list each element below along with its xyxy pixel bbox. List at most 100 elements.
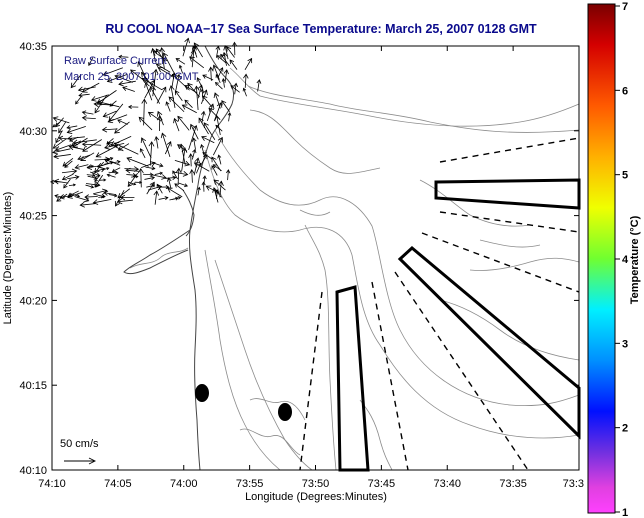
current-vector bbox=[191, 49, 195, 68]
current-vector bbox=[174, 160, 190, 166]
current-vector-head bbox=[168, 96, 175, 103]
current-vector bbox=[104, 161, 114, 165]
current-vector-head bbox=[175, 73, 182, 80]
colorbar-tick-label: 7 bbox=[622, 1, 628, 13]
current-vector bbox=[158, 197, 168, 200]
current-vector bbox=[117, 119, 128, 125]
current-vector-head bbox=[114, 170, 119, 175]
current-vector-head bbox=[177, 196, 182, 200]
current-vector-head bbox=[226, 46, 232, 52]
colorbar-tick-label: 2 bbox=[622, 423, 628, 435]
current-vector bbox=[206, 185, 221, 195]
current-vector bbox=[211, 156, 222, 172]
current-vector bbox=[217, 67, 223, 78]
current-vector-head bbox=[200, 143, 205, 149]
current-vector-head bbox=[174, 183, 179, 188]
current-vector bbox=[108, 103, 124, 122]
colorbar-tick-label: 5 bbox=[622, 170, 628, 182]
current-vector-head bbox=[94, 178, 98, 183]
current-vector-head bbox=[193, 85, 200, 91]
x-axis: 74:10 74:05 74:00 73:55 73:50 73:45 73:40 73:35… bbox=[38, 46, 584, 490]
scale-label: 50 cm/s bbox=[60, 438, 99, 450]
current-vector bbox=[168, 96, 185, 113]
current-vector-head bbox=[155, 63, 162, 69]
current-vector bbox=[244, 74, 247, 88]
current-vector-head bbox=[92, 199, 99, 205]
current-vector bbox=[115, 190, 125, 207]
colorbar: 7 6 5 4 3 2 1 Temperature (°C) bbox=[587, 1, 641, 518]
current-vector bbox=[158, 67, 174, 77]
current-vector bbox=[75, 164, 89, 169]
current-vector bbox=[213, 179, 226, 191]
current-vector bbox=[86, 174, 95, 176]
current-vector-head bbox=[171, 73, 178, 80]
current-vector bbox=[93, 198, 112, 204]
current-vector-head bbox=[137, 61, 143, 67]
current-vector bbox=[203, 122, 216, 140]
current-vector-head bbox=[152, 68, 159, 75]
current-vector bbox=[243, 88, 247, 97]
current-vector-head bbox=[151, 166, 156, 171]
current-vector-head bbox=[177, 144, 182, 149]
current-vector bbox=[171, 72, 175, 88]
current-vector bbox=[184, 85, 197, 93]
current-vector-head bbox=[135, 175, 139, 179]
current-vector-head bbox=[81, 115, 87, 121]
current-vector-head bbox=[139, 148, 144, 153]
current-vector bbox=[114, 121, 130, 134]
current-vector-head bbox=[208, 107, 214, 114]
y-tick-label: 40:15 bbox=[19, 380, 47, 392]
current-vector-head bbox=[117, 146, 123, 151]
current-vector bbox=[71, 140, 82, 147]
x-tick-label: 74:00 bbox=[170, 478, 198, 490]
current-vector bbox=[216, 189, 218, 199]
current-vector-head bbox=[102, 188, 108, 195]
current-vector-head bbox=[58, 128, 63, 134]
current-vector bbox=[177, 116, 190, 131]
current-vector-head bbox=[90, 164, 94, 168]
current-vector-head bbox=[151, 184, 156, 188]
current-vector bbox=[122, 87, 135, 92]
current-vector-head bbox=[184, 183, 189, 188]
current-vector bbox=[170, 85, 176, 108]
current-vector-head bbox=[197, 186, 201, 191]
colorbar-tick-label: 4 bbox=[622, 254, 629, 266]
current-vector bbox=[145, 166, 155, 170]
current-vector bbox=[69, 146, 84, 150]
current-vector-head bbox=[184, 99, 189, 104]
current-vector-head bbox=[192, 124, 198, 131]
current-vector bbox=[87, 175, 97, 179]
current-vector-head bbox=[138, 116, 145, 123]
current-vector bbox=[112, 167, 121, 172]
current-vector-head bbox=[78, 92, 83, 98]
current-vector bbox=[54, 195, 65, 199]
current-vector-head bbox=[114, 128, 120, 134]
current-vector bbox=[229, 59, 238, 70]
current-vector bbox=[130, 69, 148, 84]
current-vector bbox=[55, 130, 63, 143]
colorbar-scale bbox=[587, 3, 616, 514]
current-vector bbox=[181, 148, 186, 172]
current-vector bbox=[175, 58, 186, 65]
current-vector bbox=[156, 63, 171, 73]
current-vector-head bbox=[104, 144, 110, 150]
current-vector-head bbox=[50, 179, 55, 185]
current-vector bbox=[82, 117, 96, 120]
current-vector bbox=[138, 117, 153, 131]
current-vector-head bbox=[64, 163, 69, 168]
current-vector bbox=[200, 154, 208, 166]
current-vector-head bbox=[221, 78, 226, 82]
current-vector-head bbox=[111, 168, 116, 173]
current-vector-head bbox=[233, 82, 239, 88]
current-vector bbox=[97, 101, 120, 108]
current-vector bbox=[55, 144, 72, 151]
current-vector bbox=[102, 167, 109, 171]
current-vector bbox=[165, 177, 176, 179]
current-vector bbox=[93, 193, 106, 198]
current-vector bbox=[62, 157, 74, 167]
current-vector bbox=[67, 126, 86, 133]
current-vector bbox=[78, 93, 90, 96]
current-vector-head bbox=[165, 185, 170, 190]
y-axis-label: Latitude (Degrees:Minutes) bbox=[2, 192, 14, 325]
